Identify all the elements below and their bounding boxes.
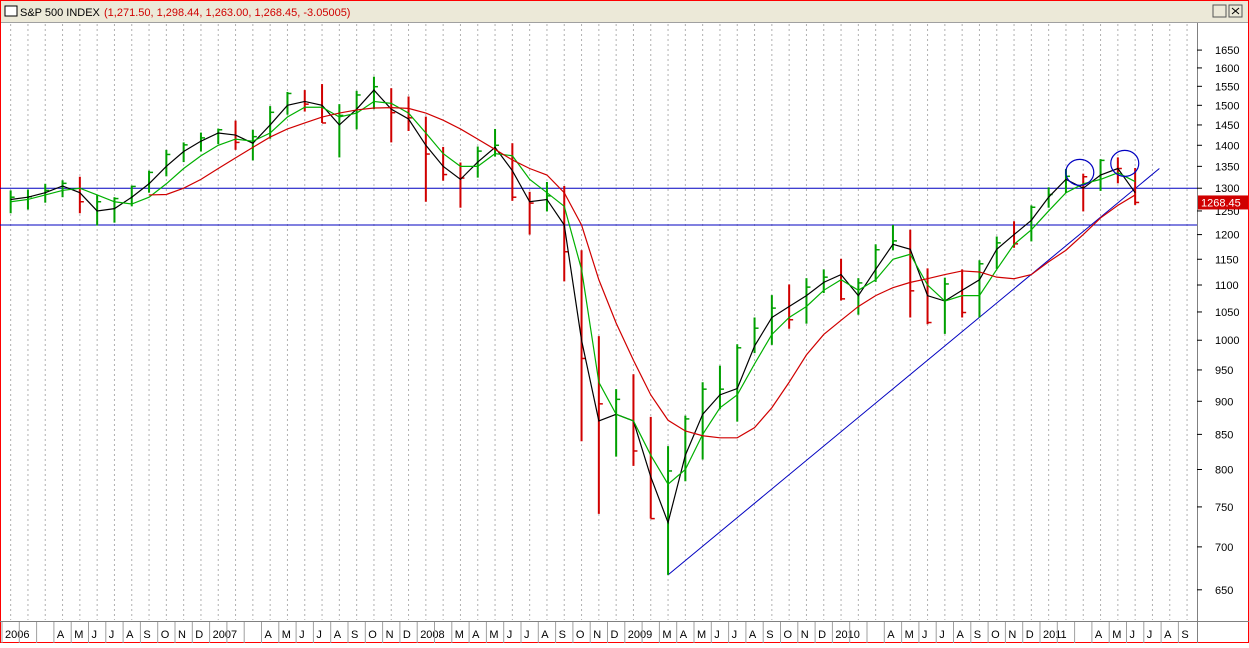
x-tick-label: N <box>386 629 394 641</box>
last-price-label: 1268.45 <box>1201 197 1241 209</box>
y-tick-label: 650 <box>1215 585 1233 597</box>
x-tick-label: J <box>299 629 305 641</box>
x-tick-label: S <box>559 629 566 641</box>
x-tick-label: 2010 <box>835 629 859 641</box>
x-tick-label: S <box>351 629 358 641</box>
x-tick-label: J <box>109 629 115 641</box>
x-tick-label: A <box>887 629 895 641</box>
y-tick-label: 1450 <box>1215 120 1239 132</box>
x-tick-label: O <box>991 629 1000 641</box>
x-tick-label: M <box>662 629 671 641</box>
x-tick-label: S <box>766 629 773 641</box>
x-tick-label: A <box>1095 629 1103 641</box>
x-tick-label: A <box>541 629 549 641</box>
x-tick-label: A <box>472 629 480 641</box>
x-tick-label: S <box>1181 629 1188 641</box>
x-tick-label: J <box>732 629 738 641</box>
chart-quote: (1,271.50, 1,298.44, 1,263.00, 1,268.45,… <box>104 7 350 19</box>
y-tick-label: 1650 <box>1215 45 1239 57</box>
x-tick-label: M <box>697 629 706 641</box>
x-tick-label: M <box>1112 629 1121 641</box>
x-tick-label: D <box>1026 629 1034 641</box>
y-tick-label: 1050 <box>1215 307 1239 319</box>
x-tick-label: J <box>92 629 98 641</box>
x-tick-label: 2006 <box>5 629 29 641</box>
x-tick-label: D <box>195 629 203 641</box>
y-tick-label: 900 <box>1215 396 1233 408</box>
y-tick-label: 1500 <box>1215 100 1239 112</box>
y-tick-label: 1350 <box>1215 161 1239 173</box>
x-tick-label: D <box>611 629 619 641</box>
window-icon <box>4 5 18 17</box>
y-tick-label: 1100 <box>1215 280 1239 292</box>
y-tick-label: 1300 <box>1215 183 1239 195</box>
x-tick-label: 2011 <box>1043 629 1067 641</box>
y-tick-label: 850 <box>1215 429 1233 441</box>
y-tick-label: 1200 <box>1215 230 1239 242</box>
x-tick-label: N <box>1008 629 1016 641</box>
x-tick-label: J <box>922 629 928 641</box>
y-tick-label: 750 <box>1215 502 1233 514</box>
y-tick-label: 1150 <box>1215 254 1239 266</box>
annotation-circle <box>1065 158 1095 186</box>
x-tick-label: O <box>368 629 377 641</box>
x-tick-label: J <box>524 629 530 641</box>
x-tick-label: A <box>957 629 965 641</box>
x-tick-label: J <box>1147 629 1153 641</box>
x-tick-label: M <box>489 629 498 641</box>
x-tick-label: S <box>974 629 981 641</box>
x-tick-label: J <box>1130 629 1136 641</box>
x-tick-label: N <box>801 629 809 641</box>
x-tick-label: D <box>403 629 411 641</box>
y-tick-label: 1400 <box>1215 140 1239 152</box>
close-icon <box>1231 7 1240 15</box>
x-tick-label: N <box>178 629 186 641</box>
x-tick-label: O <box>161 629 170 641</box>
x-tick-label: O <box>576 629 585 641</box>
x-tick-label: 2007 <box>213 629 237 641</box>
x-tick-label: M <box>282 629 291 641</box>
axes-layer: 650 700 750 800 850 900 950 1000 1050 1100 1150 120… <box>1 45 1248 643</box>
chart-title: S&P 500 INDEX <box>20 7 101 19</box>
y-tick-label: 950 <box>1215 365 1233 377</box>
x-tick-label: 2008 <box>420 629 444 641</box>
x-tick-label: A <box>680 629 688 641</box>
annotation-circle <box>1110 149 1140 177</box>
y-tick-label: 1000 <box>1215 335 1239 347</box>
x-tick-label: J <box>714 629 720 641</box>
x-tick-label: A <box>749 629 757 641</box>
x-tick-label: J <box>316 629 322 641</box>
y-tick-label: 800 <box>1215 465 1233 477</box>
x-tick-label: A <box>265 629 273 641</box>
x-tick-label: N <box>593 629 601 641</box>
trendline <box>667 168 1160 576</box>
y-tick-label: 1550 <box>1215 81 1239 93</box>
last-price-box <box>1198 195 1248 210</box>
x-tick-label: J <box>939 629 945 641</box>
x-tick-label: M <box>455 629 464 641</box>
x-tick-label: O <box>784 629 793 641</box>
x-tick-label: A <box>1164 629 1172 641</box>
moving-average <box>149 107 1136 439</box>
y-tick-label: 1600 <box>1215 63 1239 75</box>
x-tick-label: A <box>57 629 65 641</box>
moving-average <box>10 100 1136 486</box>
x-tick-label: S <box>143 629 150 641</box>
x-tick-label: J <box>507 629 513 641</box>
x-tick-label: M <box>74 629 83 641</box>
x-tick-label: 2009 <box>628 629 652 641</box>
y-tick-label: 700 <box>1215 542 1233 554</box>
plot-layer <box>0 76 1197 576</box>
restore-button[interactable] <box>1212 4 1227 18</box>
grid-layer <box>10 24 1188 620</box>
x-tick-label: A <box>334 629 342 641</box>
x-tick-label: M <box>905 629 914 641</box>
moving-average <box>10 89 1136 525</box>
x-tick-label: A <box>126 629 134 641</box>
title-bar <box>1 1 1248 22</box>
x-tick-label: D <box>818 629 826 641</box>
